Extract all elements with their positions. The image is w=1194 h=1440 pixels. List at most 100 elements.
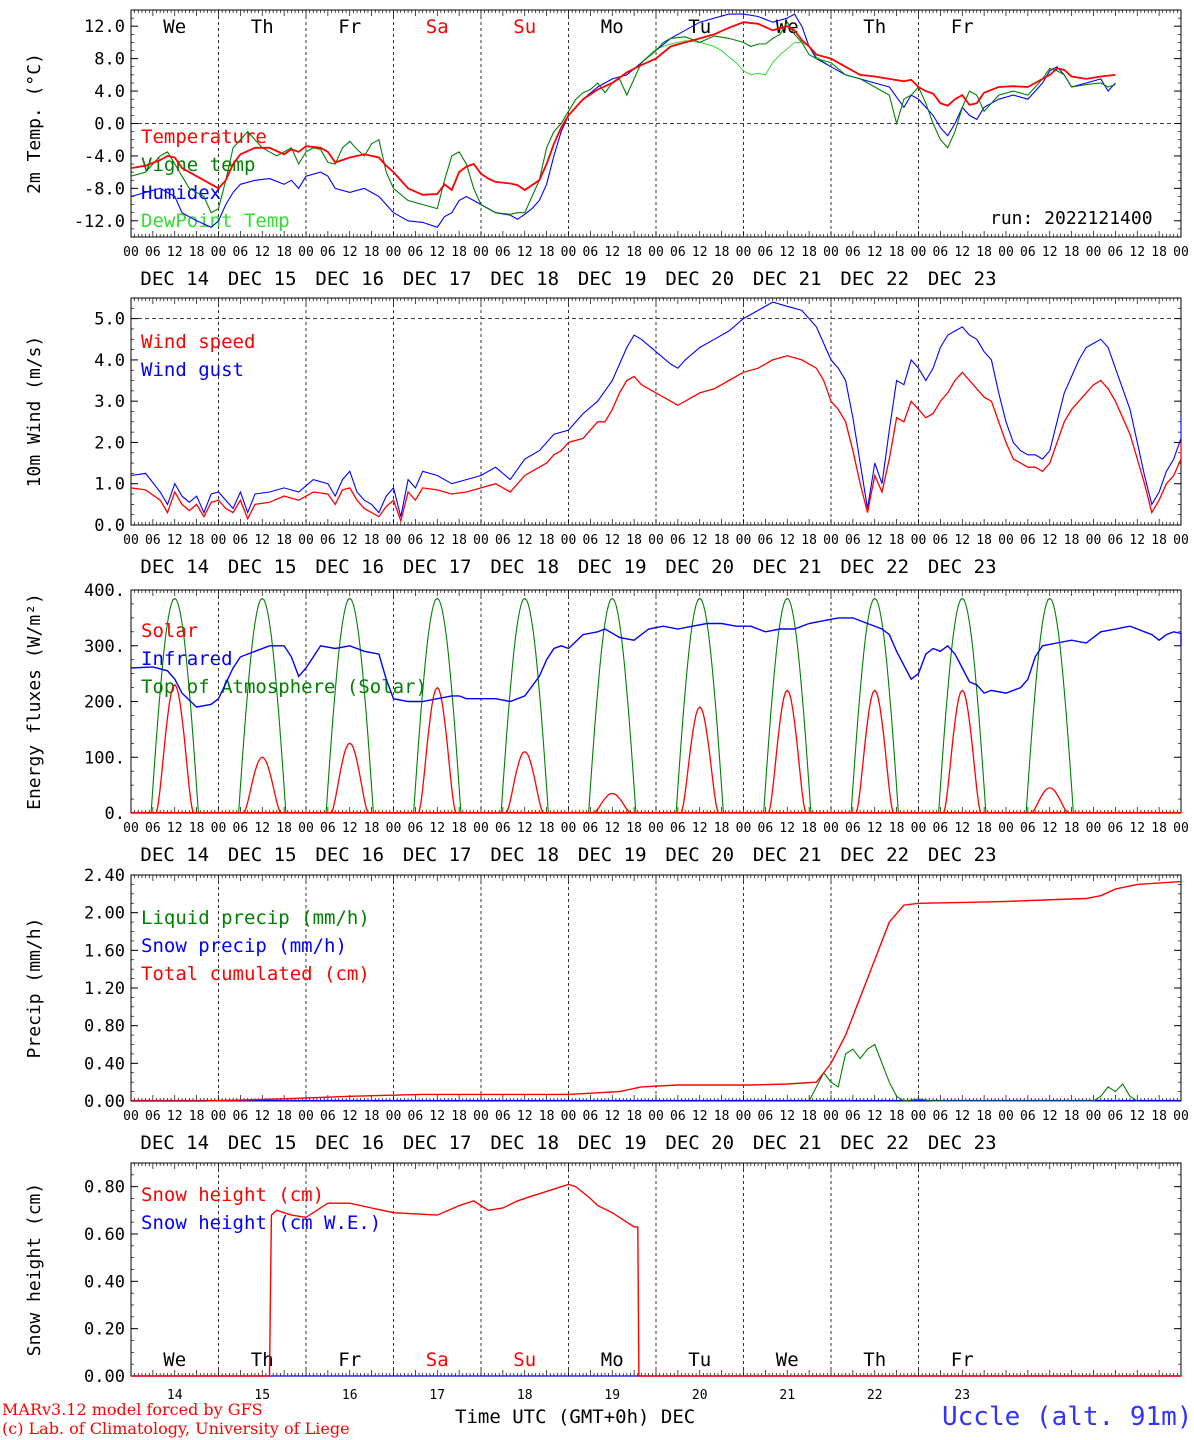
x-tick-label: 06: [320, 1109, 336, 1124]
x-tick-label: 12: [517, 1109, 533, 1124]
x-tick-label: 12: [1042, 821, 1058, 836]
x-tick-label: 06: [1020, 533, 1036, 548]
x-tick-label: 12: [779, 1109, 795, 1124]
x-tick-label: 06: [1108, 245, 1124, 260]
x-tick-label: 06: [145, 533, 161, 548]
y-tick-label: 0.00: [84, 1092, 125, 1112]
series-solar: [768, 689, 807, 814]
x-tick-label: 12: [867, 533, 883, 548]
x-tick-label: 18: [1064, 245, 1080, 260]
x-tick-label: 06: [1108, 1109, 1124, 1124]
x-tick-label: 00: [473, 245, 489, 260]
x-tick-label: 12: [517, 533, 533, 548]
y-tick-label: 5.0: [94, 310, 125, 330]
x-tick-label: 00: [123, 1109, 139, 1124]
x-tick-label: 12: [692, 1109, 708, 1124]
x-tick-label: 06: [933, 821, 949, 836]
x-day-label: DEC 21: [753, 1132, 822, 1154]
x-tick-label: 00: [298, 245, 314, 260]
x-tick-label: 18: [626, 533, 642, 548]
y-tick-label: 400.: [84, 581, 125, 601]
x-tick-label: 12: [1042, 245, 1058, 260]
weekday-label: Mo: [601, 1349, 624, 1371]
x-day-label: DEC 15: [228, 1132, 297, 1154]
x-tick-label: 12: [604, 1109, 620, 1124]
legend-item: Top of Atmosphere (Solar): [141, 676, 427, 698]
x-tick-label: 18: [714, 533, 730, 548]
x-tick-label: 06: [408, 821, 424, 836]
x-tick-label: 18: [1064, 821, 1080, 836]
x-tick-label: 12: [692, 245, 708, 260]
series-solar: [943, 689, 982, 814]
x-tick-label: 18: [189, 533, 205, 548]
x-tick-label: 06: [1020, 245, 1036, 260]
x-tick-label: 12: [517, 245, 533, 260]
x-tick-label: 00: [561, 245, 577, 260]
y-tick-label: 0.40: [84, 1272, 125, 1292]
series-total-cumulated: [131, 880, 1182, 1102]
x-tick-label: 06: [670, 1109, 686, 1124]
series-snow-height: [131, 1183, 1181, 1377]
y-tick-label: 1.20: [84, 979, 125, 999]
x-tick-label: 18: [1064, 533, 1080, 548]
y-axis-label: 10m Wind (m/s): [24, 336, 45, 488]
x-day-label: DEC 20: [665, 1132, 734, 1154]
weekday-label: Th: [251, 1349, 274, 1371]
x-day-label: DEC 15: [228, 844, 297, 866]
x-tick-label: 06: [1108, 533, 1124, 548]
x-tick-label: 12: [867, 821, 883, 836]
x-tick-label: 12: [254, 245, 270, 260]
x-tick-label: 12: [429, 1109, 445, 1124]
y-tick-label: 2.40: [84, 866, 125, 886]
x-tick-label: 18: [364, 1109, 380, 1124]
x-tick-label: 12: [342, 821, 358, 836]
series-toa-solar: [675, 597, 724, 814]
x-day-label: DEC 17: [403, 268, 472, 290]
x-tick-label: 00: [386, 821, 402, 836]
x-tick-label: 12: [954, 1109, 970, 1124]
x-tick-label: 12: [429, 533, 445, 548]
x-tick-label: 06: [320, 821, 336, 836]
x-tick-label: 06: [1020, 1109, 1036, 1124]
weekday-label: Tu: [688, 1349, 711, 1371]
x-tick-label: 12: [604, 821, 620, 836]
x-tick-label: 06: [845, 533, 861, 548]
series-humidex: [130, 13, 1116, 228]
y-tick-label: 2.0: [94, 433, 125, 453]
x-day-label: DEC 23: [928, 844, 997, 866]
y-tick-label: 1.0: [94, 475, 125, 495]
y-tick-label: 2.00: [84, 904, 125, 924]
series-temperature: [130, 21, 1116, 196]
x-tick-label: 06: [670, 821, 686, 836]
legend-item: Wind gust: [141, 359, 244, 381]
y-axis-label: Energy fluxes (W/m²): [24, 593, 45, 810]
x-tick-label: 00: [1173, 245, 1189, 260]
x-tick-label: 12: [1042, 533, 1058, 548]
x-day-label: DEC 23: [928, 556, 997, 578]
x-day-label: DEC 14: [140, 556, 209, 578]
x-day-label: DEC 14: [140, 1132, 209, 1154]
x-tick-label: 06: [1108, 821, 1124, 836]
x-tick-label: 18: [539, 1109, 555, 1124]
y-tick-label: 0.80: [84, 1178, 125, 1198]
x-tick-label: 18: [189, 245, 205, 260]
footer-copyright: (c) Lab. of Climatology, University of L…: [2, 1419, 350, 1438]
weekday-label: Th: [251, 16, 274, 38]
x-tick-label: 12: [342, 533, 358, 548]
x-tick-label: 12: [954, 821, 970, 836]
series-toa-solar: [588, 597, 637, 814]
day-number-label: 22: [867, 1388, 883, 1403]
y-tick-label: 0.20: [84, 1320, 125, 1340]
series-solar: [330, 742, 369, 814]
x-tick-label: 12: [692, 533, 708, 548]
x-tick-label: 18: [889, 533, 905, 548]
x-tick-label: 18: [1064, 1109, 1080, 1124]
x-day-label: DEC 17: [403, 556, 472, 578]
footer-model: MARv3.12 model forced by GFS: [2, 1400, 263, 1419]
weekday-label: Mo: [601, 16, 624, 38]
x-tick-label: 18: [626, 245, 642, 260]
x-tick-label: 18: [451, 821, 467, 836]
x-tick-label: 18: [276, 245, 292, 260]
x-tick-label: 12: [254, 1109, 270, 1124]
x-tick-label: 18: [976, 1109, 992, 1124]
